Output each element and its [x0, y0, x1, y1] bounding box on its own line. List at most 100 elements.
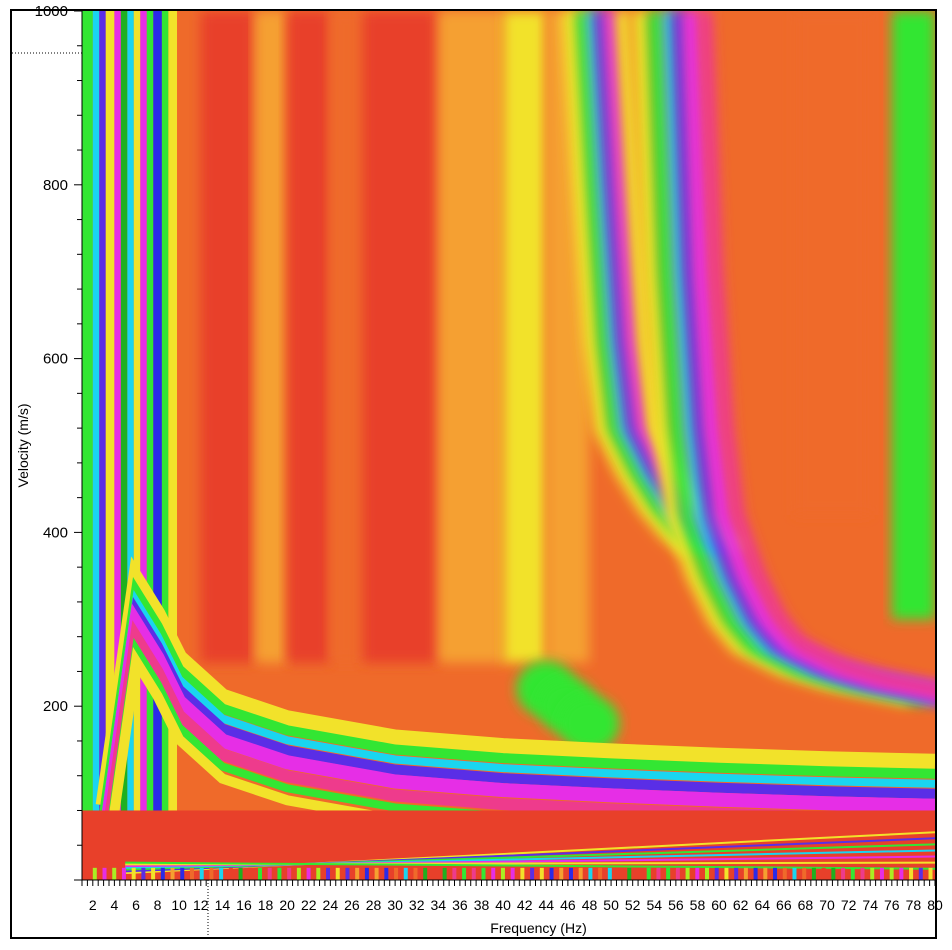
- noise-speckle: [879, 867, 884, 880]
- noise-speckle: [928, 867, 933, 880]
- noise-speckle: [121, 867, 126, 880]
- noise-speckle: [345, 867, 350, 880]
- noise-speckle: [248, 867, 253, 880]
- noise-speckle: [568, 867, 573, 880]
- x-tick-label: 74: [862, 897, 878, 913]
- noise-speckle: [860, 867, 865, 880]
- noise-speckle: [481, 867, 486, 880]
- energy-stripe: [120, 11, 128, 880]
- noise-speckle: [267, 867, 272, 880]
- noise-speckle: [530, 867, 535, 880]
- noise-speckle: [714, 867, 719, 880]
- y-tick-label: 1000: [35, 3, 68, 20]
- energy-stripe: [146, 11, 154, 880]
- noise-speckle: [287, 867, 292, 880]
- noise-speckle: [666, 867, 671, 880]
- noise-speckle: [131, 867, 136, 880]
- noise-speckle: [471, 867, 476, 880]
- noise-speckle: [160, 867, 165, 880]
- heatmap-layer: [82, 11, 935, 880]
- fundamental-mode-ribbon: [98, 576, 935, 818]
- x-tick-label: 52: [625, 897, 641, 913]
- noise-speckle: [92, 867, 97, 880]
- noise-speckle: [792, 867, 797, 880]
- noise-speckle: [841, 867, 846, 880]
- fundamental-mode-ribbon: [95, 556, 935, 807]
- noise-speckle: [413, 867, 418, 880]
- x-tick-label: 28: [366, 897, 382, 913]
- noise-speckle: [199, 867, 204, 880]
- x-tick-label: 40: [495, 897, 511, 913]
- y-tick-label: 600: [43, 351, 68, 368]
- x-tick-label: 14: [215, 897, 231, 913]
- noise-speckle: [326, 867, 331, 880]
- noise-speckle: [870, 867, 875, 880]
- x-tick-label: 60: [711, 897, 727, 913]
- mode-ribbon: [698, 11, 935, 697]
- x-tick-label: 32: [409, 897, 425, 913]
- noise-speckle: [296, 867, 301, 880]
- x-tick-label: 6: [132, 897, 140, 913]
- x-tick-label: 16: [236, 897, 252, 913]
- energy-stripe: [99, 11, 106, 880]
- energy-band: [794, 11, 871, 516]
- noise-speckle: [462, 867, 467, 880]
- x-tick-label: 72: [841, 897, 857, 913]
- x-tick-label: 22: [301, 897, 317, 913]
- x-tick-label: 34: [431, 897, 447, 913]
- noise-speckle: [432, 867, 437, 880]
- noise-speckle: [394, 867, 399, 880]
- noise-speckle: [374, 867, 379, 880]
- energy-band: [200, 11, 255, 663]
- noise-speckle: [899, 867, 904, 880]
- noise-speckle: [753, 867, 758, 880]
- energy-stripe: [168, 11, 178, 880]
- x-tick-label: 36: [452, 897, 468, 913]
- noise-speckle: [180, 867, 185, 880]
- noise-speckle: [364, 867, 369, 880]
- x-tick-label: 76: [884, 897, 900, 913]
- x-tick-label: 4: [110, 897, 118, 913]
- noise-speckle: [598, 867, 603, 880]
- noise-speckle: [773, 867, 778, 880]
- energy-band: [891, 11, 935, 620]
- energy-stripe: [114, 11, 121, 880]
- x-tick-label: 50: [603, 897, 619, 913]
- noise-speckle: [627, 867, 632, 880]
- x-tick-label: 54: [646, 897, 662, 913]
- noise-speckle: [219, 867, 224, 880]
- noise-speckle: [617, 867, 622, 880]
- noise-speckle: [238, 867, 243, 880]
- noise-speckle: [189, 867, 194, 880]
- noise-speckle: [675, 867, 680, 880]
- x-axis-title: Frequency (Hz): [490, 920, 586, 936]
- noise-speckle: [578, 867, 583, 880]
- x-tick-label: 62: [733, 897, 749, 913]
- energy-stripe: [105, 11, 115, 880]
- noise-speckle: [918, 867, 923, 880]
- x-tick-label: 8: [154, 897, 162, 913]
- fundamental-mode-ribbon: [96, 603, 935, 851]
- noise-speckle: [743, 867, 748, 880]
- noise-speckle: [724, 867, 729, 880]
- noise-speckle: [423, 867, 428, 880]
- energy-stripe: [82, 11, 93, 880]
- noise-speckle: [384, 867, 389, 880]
- x-tick-label: 24: [323, 897, 339, 913]
- noise-speckle: [141, 867, 146, 880]
- energy-band: [254, 11, 288, 663]
- noise-speckle: [452, 867, 457, 880]
- fundamental-mode-ribbon: [99, 589, 935, 828]
- x-tick-label: 56: [668, 897, 684, 913]
- noise-speckle: [695, 867, 700, 880]
- noise-speckle: [734, 867, 739, 880]
- noise-speckle: [403, 867, 408, 880]
- noise-speckle: [316, 867, 321, 880]
- noise-speckle: [335, 867, 340, 880]
- x-tick-label: 78: [906, 897, 922, 913]
- energy-stripe: [140, 11, 147, 880]
- x-tick-label: 18: [258, 897, 274, 913]
- x-tick-label: 48: [582, 897, 598, 913]
- mode-ribbon: [561, 11, 695, 557]
- energy-band: [287, 11, 331, 663]
